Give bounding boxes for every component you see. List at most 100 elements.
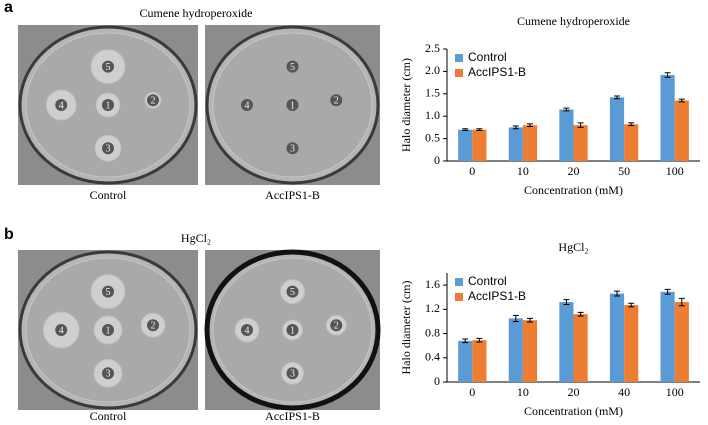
panel-title: HgCl₂ [181,231,211,245]
plate-caption: AccIPS1-B [265,409,320,423]
error-bar [476,128,483,132]
disk [102,285,114,298]
disk [286,285,299,298]
bar [609,293,625,382]
y-tick-label: 1.2 [425,301,440,315]
chart-title: Cumene hydroperoxide [517,14,630,28]
chart-title: HgCl₂ [558,240,588,254]
y-tick-label: 1.0 [425,108,440,122]
disk [55,324,68,336]
y-tick-label: 0.8 [425,325,440,339]
bar [609,97,625,161]
disk-number: 5 [290,62,295,73]
error-bar [577,311,584,317]
x-tick-label: 50 [618,164,630,178]
bar [674,302,689,382]
y-axis-label: Halo diameter (cm) [399,58,413,152]
error-bar [526,123,533,128]
bar [508,127,523,161]
disk [330,94,343,107]
y-tick-label: 0.5 [425,130,440,144]
disk [286,60,299,73]
plate-caption: Control [90,409,127,423]
error-bar [678,297,685,307]
disk-number: 3 [290,143,295,154]
error-bar [664,72,671,78]
error-bar [678,98,685,103]
legend-swatch [455,69,463,77]
disk [286,367,299,380]
y-axis-label: Halo diameter (cm) [399,281,413,375]
bar [660,291,675,382]
bar [624,305,639,382]
bar [458,129,473,161]
plate-caption: Control [90,188,127,202]
bar [508,318,523,382]
disk-number: 5 [290,287,295,298]
disk-number: 2 [334,95,339,106]
error-bar [476,337,483,343]
disk [102,324,114,336]
bar [458,340,473,382]
error-bar [462,338,469,344]
disk-number: 3 [106,368,111,379]
x-tick-label: 20 [568,164,580,178]
disk [102,60,114,73]
legend-swatch [455,54,463,62]
x-tick-label: 10 [517,385,529,399]
disk-number: 1 [290,100,295,111]
error-bar [563,107,570,112]
legend-swatch [455,278,463,286]
x-tick-label: 10 [517,164,529,178]
legend-label: Control [468,50,507,64]
disk-number: 4 [59,325,64,336]
disk-number: 2 [151,320,156,331]
error-bar [563,299,570,305]
error-bar [462,128,469,132]
disk-number: 1 [106,100,111,111]
legend-label: Control [468,274,507,288]
disk [286,99,299,111]
disk [286,324,299,336]
disk [102,367,114,380]
legend-swatch [455,293,463,301]
plate-caption: AccIPS1-B [265,188,320,202]
y-tick-label: 0 [434,374,440,388]
x-tick-label: 20 [568,385,580,399]
disk-number: 3 [290,368,295,379]
error-bar [577,122,584,128]
bar [660,74,675,161]
x-tick-label: 0 [469,385,475,399]
error-bar [664,288,671,295]
error-bar [512,314,519,322]
disk-number: 5 [106,287,111,298]
disk-number: 4 [245,325,250,336]
error-bar [512,125,519,130]
disk [147,319,159,332]
x-tick-label: 100 [666,385,684,399]
disk-number: 1 [106,325,111,336]
disk [55,99,68,111]
bar [674,100,689,161]
disk-number: 3 [106,143,111,154]
disk [330,319,343,332]
disk-number: 2 [334,320,339,331]
x-axis-label: Concentration (mM) [524,183,623,197]
bar [472,129,487,161]
x-tick-label: 100 [666,164,684,178]
disk [147,94,159,107]
bar [559,109,574,161]
error-bar [526,317,533,323]
error-bar [614,95,621,100]
error-bar [628,122,635,127]
y-tick-label: 1.6 [425,277,440,291]
x-tick-label: 0 [469,164,475,178]
legend-label: AccIPS1-B [468,65,526,79]
bar [624,124,639,161]
disk-number: 2 [151,95,156,106]
panel-label: b [4,226,14,243]
bar [472,340,487,382]
disk-number: 1 [290,325,295,336]
disk [286,142,299,155]
